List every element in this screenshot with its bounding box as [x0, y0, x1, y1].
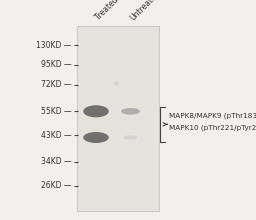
Bar — [77, 26, 159, 211]
Text: 130KD —: 130KD — — [36, 41, 72, 50]
Text: 55KD —: 55KD — — [41, 107, 72, 116]
Text: Treated with anisomycin: Treated with anisomycin — [93, 0, 166, 22]
Ellipse shape — [123, 135, 138, 140]
Ellipse shape — [83, 132, 109, 143]
Text: 72KD —: 72KD — — [41, 80, 72, 89]
Ellipse shape — [114, 81, 119, 86]
Text: Untreated: Untreated — [128, 0, 162, 22]
Text: MAPK8/MAPK9 (pThr183/pTyr185)/: MAPK8/MAPK9 (pThr183/pTyr185)/ — [169, 112, 256, 119]
Ellipse shape — [121, 108, 140, 115]
Text: 95KD —: 95KD — — [41, 61, 72, 69]
Text: MAPK10 (pThr221/pTyr223): MAPK10 (pThr221/pTyr223) — [169, 124, 256, 131]
Text: 26KD —: 26KD — — [41, 182, 72, 190]
Text: 43KD —: 43KD — — [41, 131, 72, 140]
Text: 34KD —: 34KD — — [41, 157, 72, 166]
Ellipse shape — [83, 105, 109, 117]
